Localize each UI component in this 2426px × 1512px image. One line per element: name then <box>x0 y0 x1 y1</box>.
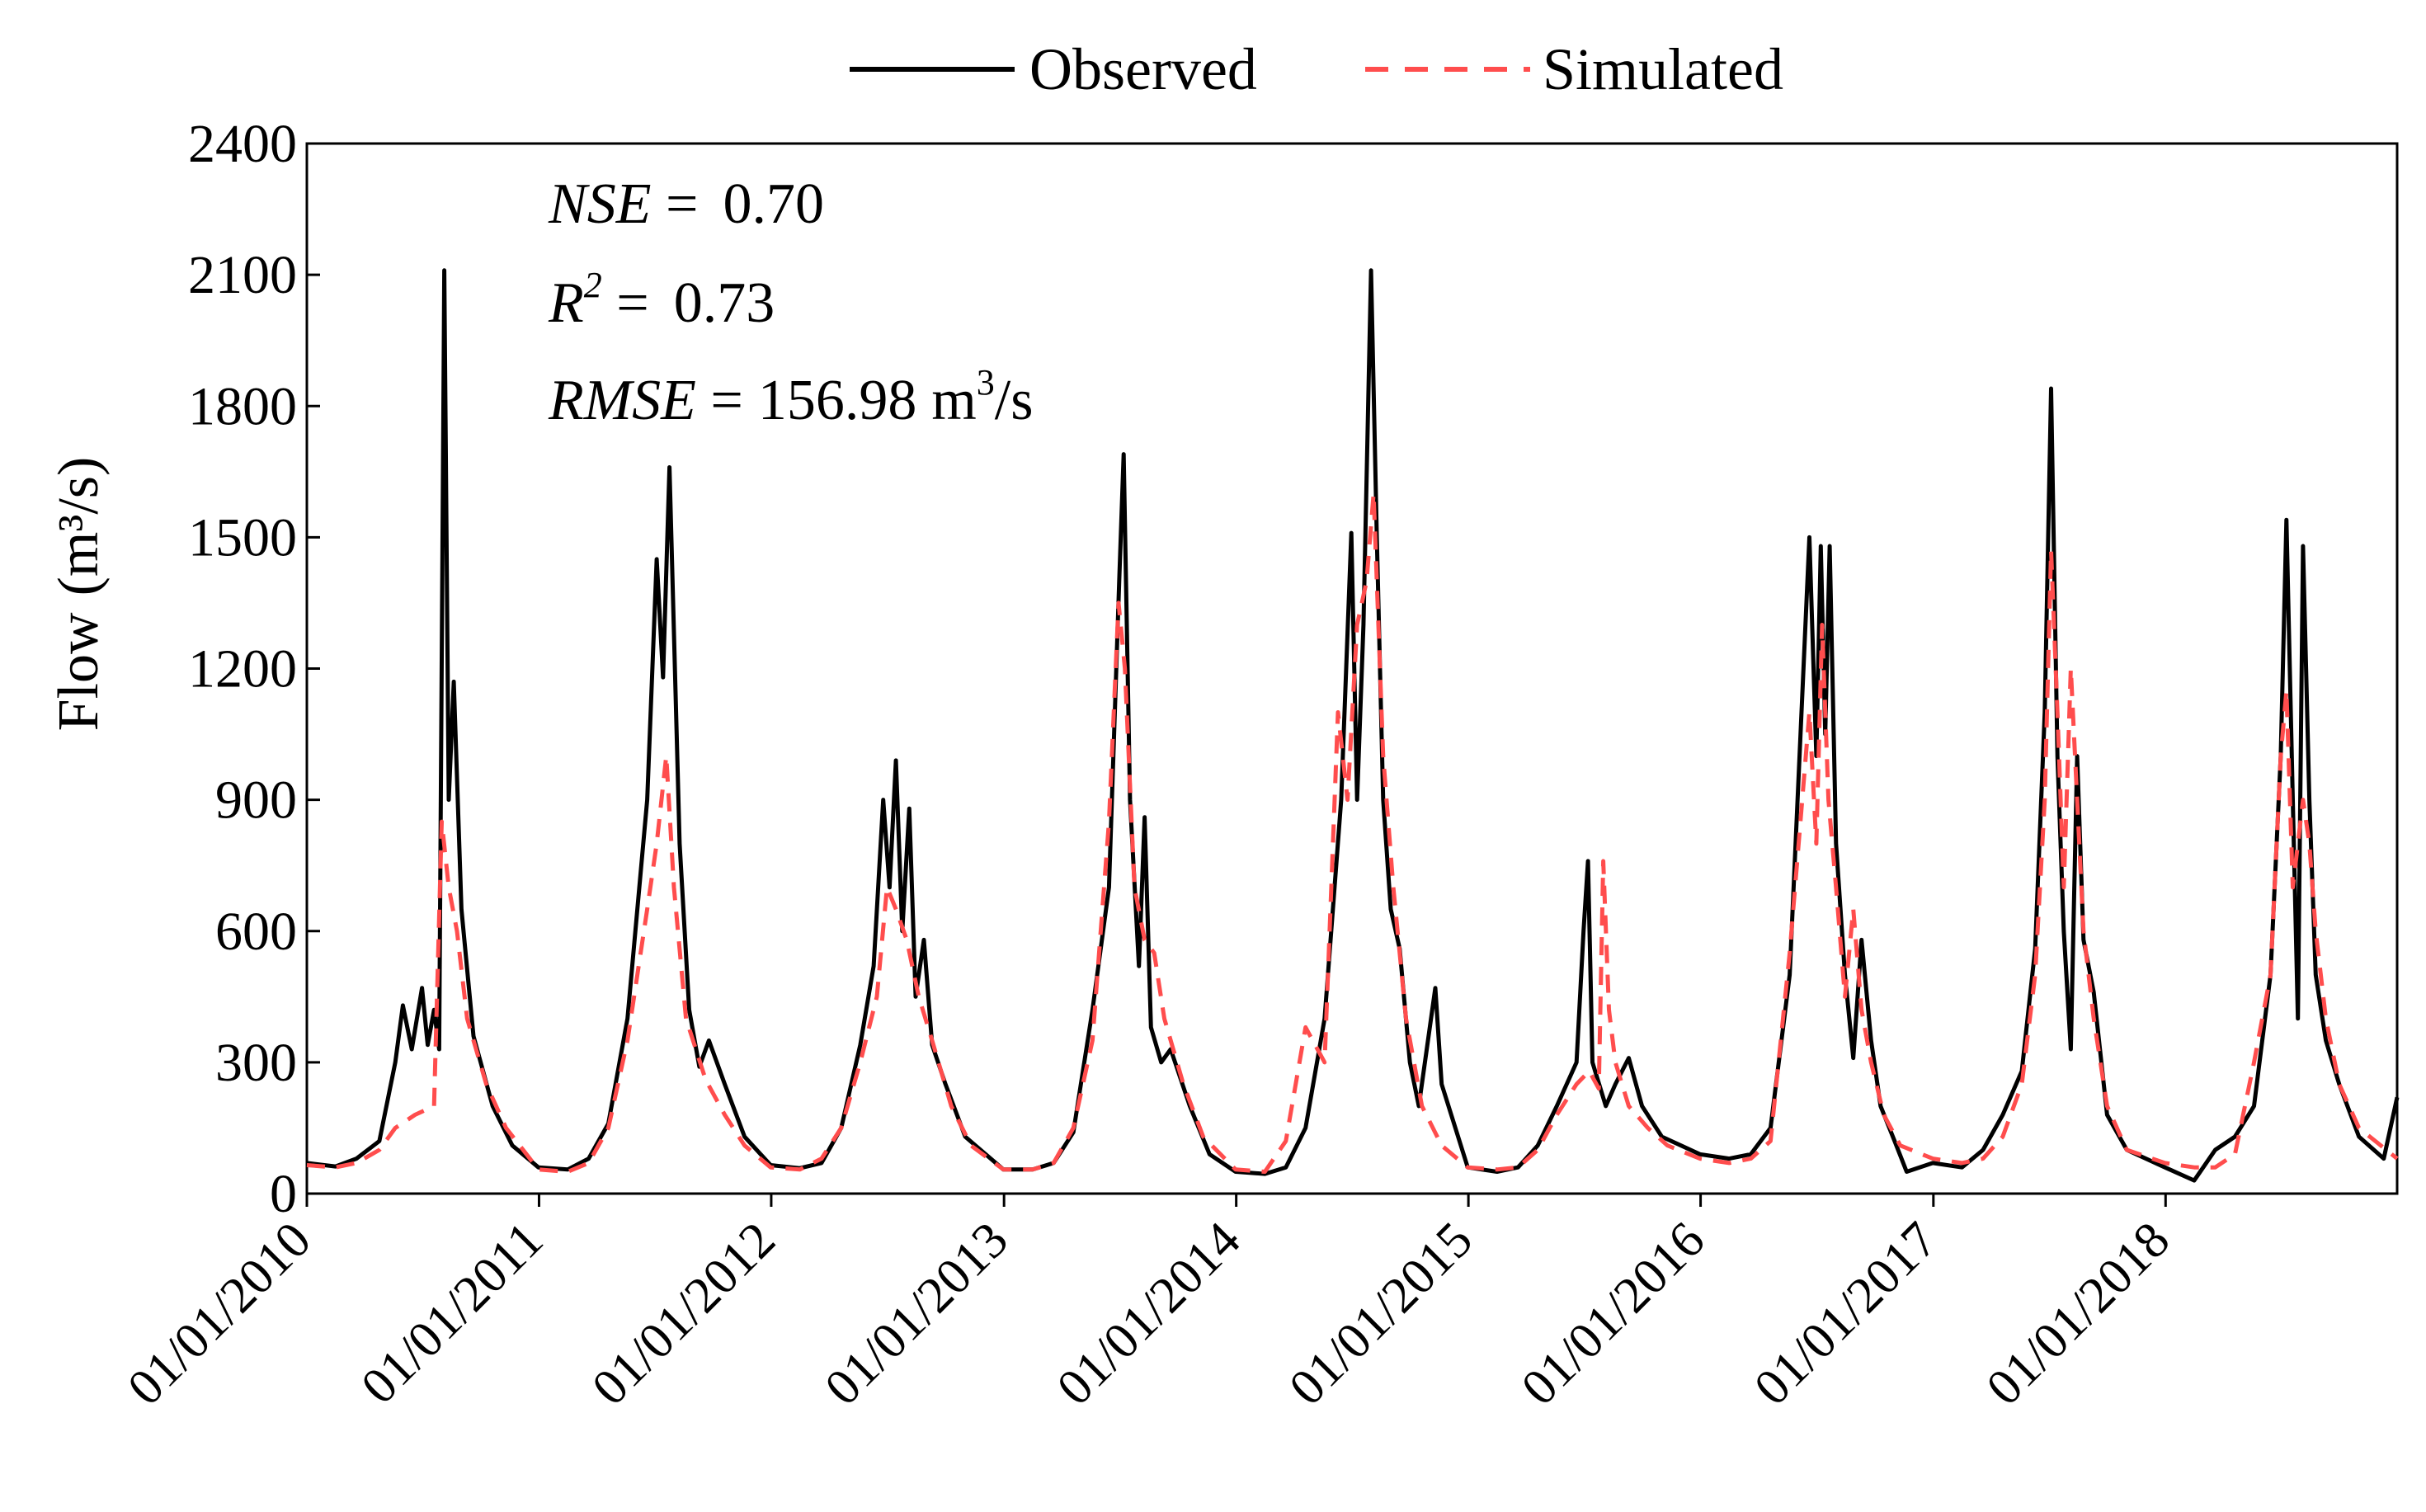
rmse-unit-base: m <box>931 369 976 432</box>
y-axis-title-unit: (m³/s) <box>47 457 111 596</box>
plot-layer: 0 300 600 900 1200 1500 1800 2100 2400 01/01/2010… <box>117 114 2400 1416</box>
legend-label-observed: Observed <box>1029 36 1257 102</box>
rmse-unit-rest: /s <box>995 369 1034 432</box>
x-tick-label-8: 01/01/2018 <box>1976 1212 2180 1416</box>
x-tick-label-3: 01/01/2013 <box>814 1212 1019 1416</box>
r2-sup: 2 <box>584 265 602 305</box>
r2-annotation: R2 = 0.73 <box>548 265 775 335</box>
x-tick-label-6: 01/01/2016 <box>1511 1212 1716 1416</box>
r2-eq: = <box>602 271 649 335</box>
y-tick-label-1200: 1200 <box>188 639 297 699</box>
y-axis-title-name: Flow <box>47 612 111 731</box>
nse-eq: = <box>651 172 698 236</box>
series-line-observed <box>306 268 2400 1183</box>
x-tick-label-0: 01/01/2010 <box>117 1212 322 1416</box>
x-tick-label-2: 01/01/2012 <box>582 1212 786 1416</box>
nse-value: 0.70 <box>723 172 824 236</box>
y-axis-title: Flow (m³/s) <box>47 457 111 732</box>
y-tick-label-0: 0 <box>270 1164 297 1224</box>
x-tick-label-7: 01/01/2017 <box>1744 1212 1948 1416</box>
rmse-value: 156.98 <box>758 369 917 432</box>
rmse-unit-sup: 3 <box>977 362 995 403</box>
r2-value: 0.73 <box>674 271 775 335</box>
y-tick-label-1500: 1500 <box>188 507 297 568</box>
y-tick-label-2100: 2100 <box>188 245 297 305</box>
y-tick-label-900: 900 <box>215 770 297 831</box>
legend-label-simulated: Simulated <box>1543 36 1783 102</box>
x-tick-label-1: 01/01/2011 <box>351 1212 554 1415</box>
y-tick-label-1800: 1800 <box>188 376 297 436</box>
nse-name: NSE <box>548 172 651 236</box>
y-tick-label-300: 300 <box>215 1033 297 1093</box>
legend: Observed Simulated <box>850 36 1783 102</box>
rmse-eq: = <box>696 369 743 432</box>
rmse-annotation: RMSE = 156.98 m3/s <box>548 362 1033 432</box>
r2-name: R <box>548 271 584 335</box>
rmse-name: RMSE <box>548 369 696 432</box>
y-tick-label-2400: 2400 <box>188 114 297 174</box>
x-tick-label-5: 01/01/2015 <box>1279 1212 1483 1416</box>
nse-annotation: NSE = 0.70 <box>548 172 824 236</box>
y-tick-label-600: 600 <box>215 902 297 962</box>
series-line-simulated <box>306 491 2399 1174</box>
x-tick-label-4: 01/01/2014 <box>1047 1212 1251 1416</box>
